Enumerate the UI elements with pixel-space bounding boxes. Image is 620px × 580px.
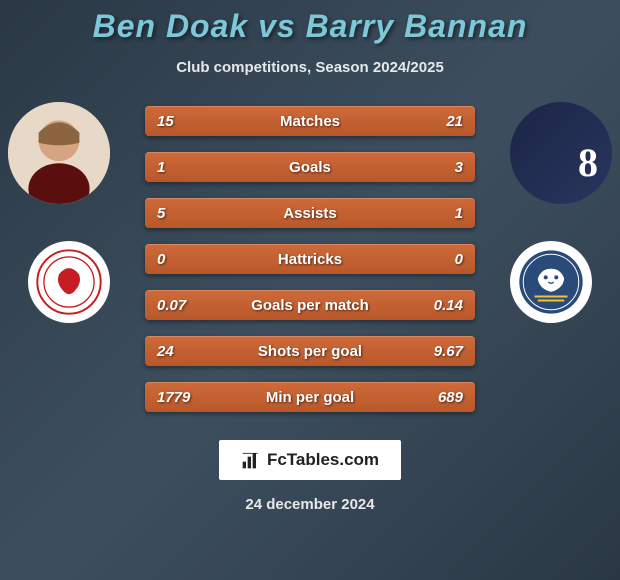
player-left-avatar xyxy=(8,102,110,204)
stats-area: 15 Matches 21 1 Goals 3 5 Assists 1 0 Ha… xyxy=(0,106,620,412)
stat-label: Assists xyxy=(283,205,336,222)
stat-label: Min per goal xyxy=(266,389,354,406)
stat-left-value: 1779 xyxy=(157,389,190,406)
stat-right-value: 21 xyxy=(446,113,463,130)
brand-text: FcTables.com xyxy=(267,450,379,470)
date-text: 24 december 2024 xyxy=(245,496,374,513)
stat-right-value: 3 xyxy=(455,159,463,176)
stat-row: 15 Matches 21 xyxy=(145,106,475,136)
stat-right-value: 1 xyxy=(455,205,463,222)
stat-right-value: 9.67 xyxy=(434,343,463,360)
stat-right-value: 689 xyxy=(438,389,463,406)
stat-row: 24 Shots per goal 9.67 xyxy=(145,336,475,366)
club-crest-icon xyxy=(36,249,102,315)
stat-row: 1 Goals 3 xyxy=(145,152,475,182)
stat-label: Hattricks xyxy=(278,251,342,268)
club-left-crest xyxy=(28,241,110,323)
stat-row: 0.07 Goals per match 0.14 xyxy=(145,290,475,320)
stat-right-value: 0.14 xyxy=(434,297,463,314)
stat-left-value: 24 xyxy=(157,343,174,360)
infographic-container: Ben Doak vs Barry Bannan Club competitio… xyxy=(0,0,620,580)
stat-left-value: 1 xyxy=(157,159,165,176)
bar-chart-icon xyxy=(241,450,261,470)
brand-logo: FcTables.com xyxy=(219,440,401,480)
stat-bars: 15 Matches 21 1 Goals 3 5 Assists 1 0 Ha… xyxy=(145,106,475,412)
stat-left-value: 0.07 xyxy=(157,297,186,314)
stat-row: 1779 Min per goal 689 xyxy=(145,382,475,412)
club-right-crest xyxy=(510,241,592,323)
player-right-avatar xyxy=(510,102,612,204)
stat-label: Shots per goal xyxy=(258,343,362,360)
avatar-placeholder-icon xyxy=(8,102,110,204)
club-crest-icon xyxy=(518,249,584,315)
stat-left-value: 0 xyxy=(157,251,165,268)
stat-row: 0 Hattricks 0 xyxy=(145,244,475,274)
stat-label: Matches xyxy=(280,113,340,130)
stat-left-value: 5 xyxy=(157,205,165,222)
stat-left-value: 15 xyxy=(157,113,174,130)
subtitle: Club competitions, Season 2024/2025 xyxy=(176,59,444,76)
page-title: Ben Doak vs Barry Bannan xyxy=(93,8,528,45)
stat-label: Goals xyxy=(289,159,331,176)
stat-right-value: 0 xyxy=(455,251,463,268)
stat-row: 5 Assists 1 xyxy=(145,198,475,228)
stat-label: Goals per match xyxy=(251,297,369,314)
